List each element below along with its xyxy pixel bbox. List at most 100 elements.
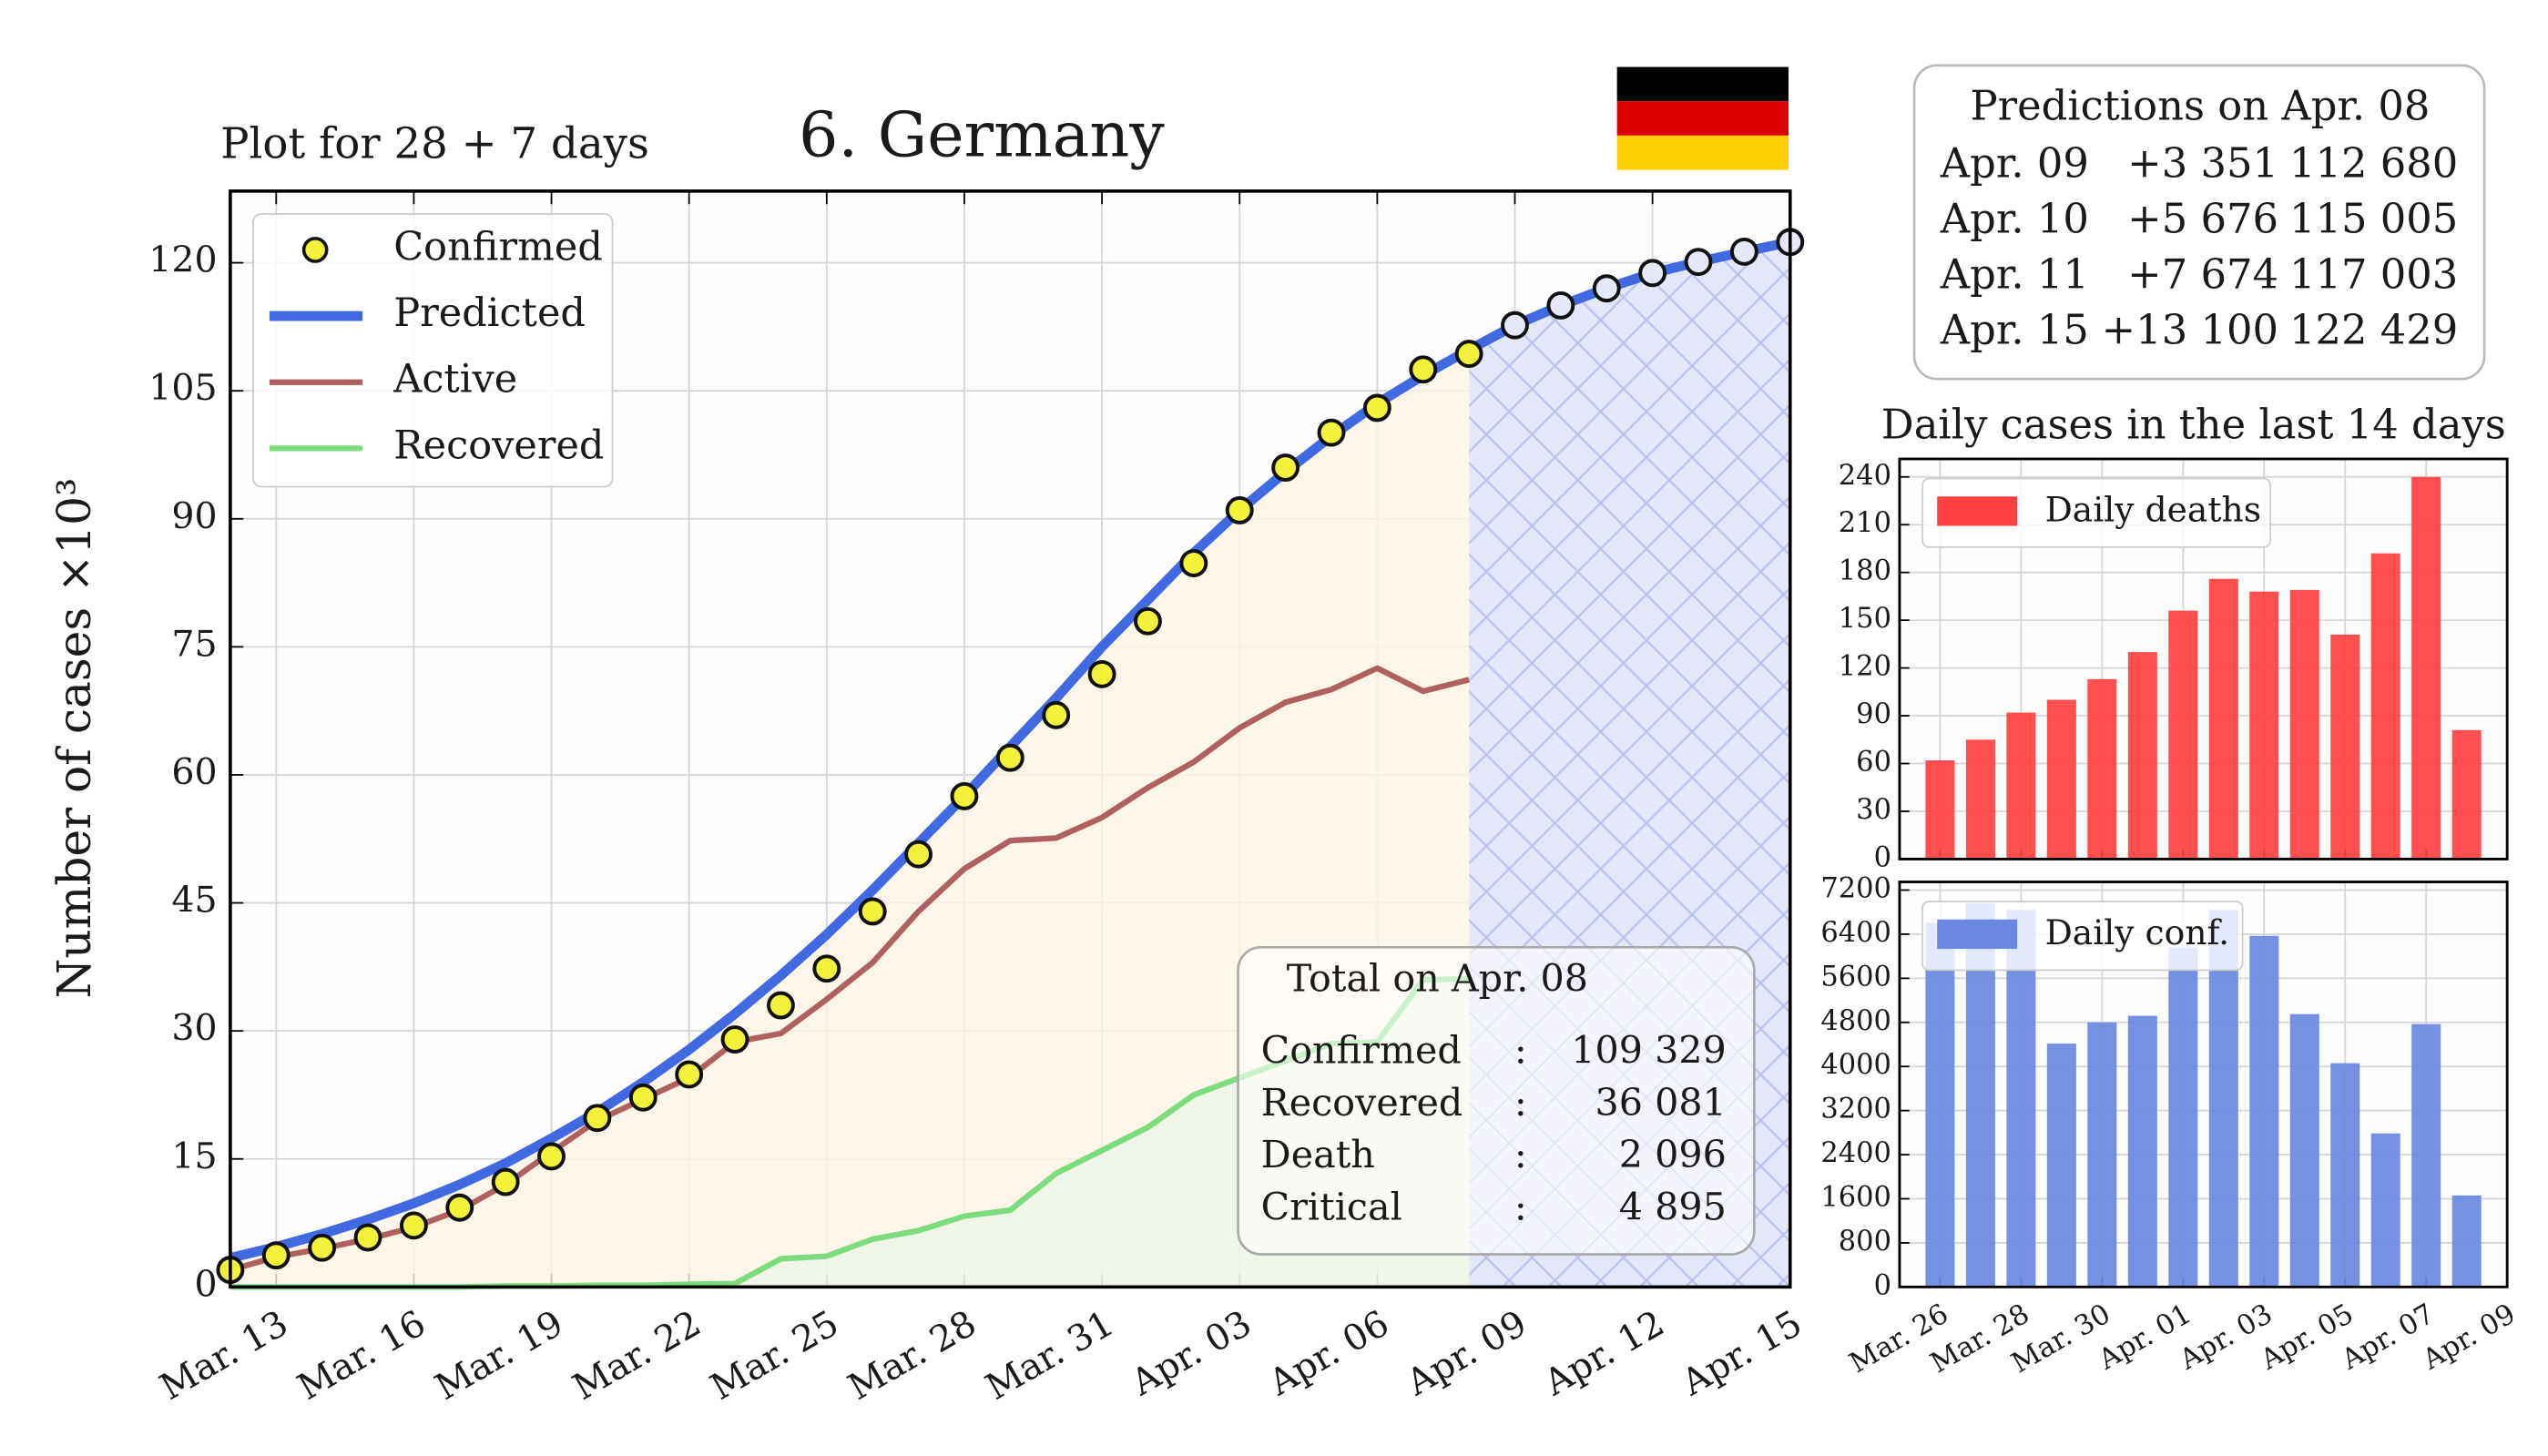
confirmed-marker (1134, 606, 1162, 636)
forecast-marker (1501, 311, 1529, 340)
confirmed-marker (904, 840, 933, 869)
confirmed-marker (1271, 453, 1300, 482)
confirmed-marker (353, 1223, 382, 1252)
y-tick-label: 30 (1856, 794, 1891, 826)
y-tick-label: 90 (1856, 698, 1891, 730)
prediction-date: Apr. 11 (1940, 249, 2089, 298)
confirmed-marker (628, 1083, 657, 1112)
bar (2087, 678, 2117, 860)
bar (2127, 1015, 2157, 1288)
total-separator: : (1514, 1081, 1527, 1125)
y-tick-label: 5600 (1820, 961, 1891, 993)
total-label: Confirmed (1261, 1028, 1462, 1072)
prediction-total: 117 003 (2289, 249, 2458, 298)
legend-label: Active (392, 357, 517, 402)
legend-label: Confirmed (393, 224, 603, 270)
confirmed-marker (767, 991, 795, 1020)
y-tick-label: 105 (148, 367, 217, 409)
plot-frame (1898, 881, 2509, 1288)
y-tick-label: 210 (1839, 507, 1891, 539)
bar (1965, 739, 1995, 860)
prediction-change: +13 100 (2102, 305, 2278, 353)
legend-box (252, 213, 614, 488)
y-tick-label: 6400 (1820, 917, 1891, 949)
confirmed-marker (720, 1025, 749, 1054)
bar (2330, 1063, 2360, 1288)
y-tick-label: 150 (1839, 603, 1891, 635)
y-tick-label: 4000 (1820, 1049, 1891, 1081)
forecast-marker (1684, 248, 1713, 277)
prediction-date: Apr. 10 (1940, 194, 2089, 242)
legend-label: Predicted (393, 290, 586, 336)
total-label: Recovered (1261, 1081, 1463, 1125)
legend-box (1921, 901, 2244, 972)
bar (2370, 553, 2400, 860)
confirmed-marker (1225, 495, 1254, 524)
y-tick-label: 7200 (1820, 873, 1891, 905)
y-tick-label: 2400 (1820, 1137, 1891, 1169)
bar (2249, 591, 2279, 860)
bar (2370, 1133, 2400, 1288)
confirmed-marker (1179, 549, 1208, 577)
legend-swatch (1937, 496, 2018, 526)
forecast-marker (1638, 259, 1667, 288)
bar (2006, 712, 2036, 860)
bar (1925, 922, 1955, 1288)
y-tick-label: 180 (1839, 555, 1891, 587)
y-tick-label: 0 (1874, 1269, 1891, 1301)
y-tick-label: 75 (171, 623, 217, 665)
total-value: 2 096 (1619, 1133, 1727, 1176)
plot-frame (1898, 457, 2509, 860)
confirmed-marker (812, 954, 841, 983)
prediction-date: Apr. 15 (1940, 305, 2089, 353)
confirmed-marker (537, 1142, 566, 1171)
y-tick-label: 800 (1839, 1226, 1891, 1257)
chart-title: 6. Germany (799, 100, 1165, 172)
y-tick-label: 0 (1874, 841, 1891, 873)
legend-marker (301, 237, 329, 263)
bar (2451, 729, 2482, 860)
bar (2087, 1022, 2117, 1288)
confirmed-marker (1087, 659, 1116, 688)
total-value: 109 329 (1571, 1028, 1727, 1072)
legend-box (1921, 477, 2271, 548)
bar (2127, 652, 2157, 860)
y-tick-label: 90 (171, 495, 217, 537)
predictions-box (1912, 64, 2486, 381)
confirmed-marker (1042, 700, 1071, 729)
y-tick-label: 4800 (1820, 1005, 1891, 1037)
confirmed-marker (858, 897, 887, 926)
total-label: Critical (1261, 1186, 1402, 1229)
predictions-title: Predictions on Apr. 08 (1970, 82, 2430, 130)
confirmed-marker (308, 1233, 337, 1262)
y-tick-label: 60 (1856, 747, 1891, 779)
bar (1925, 760, 1955, 860)
prediction-change: +3 351 (2127, 138, 2278, 187)
confirmed-marker (445, 1193, 474, 1222)
y-tick-label: 1600 (1820, 1182, 1891, 1214)
bar (2330, 634, 2360, 860)
y-tick-label: 0 (194, 1263, 217, 1305)
y-tick-label: 3200 (1820, 1094, 1891, 1125)
prediction-date: Apr. 09 (1940, 138, 2089, 187)
confirmed-marker (995, 743, 1024, 772)
bar (2249, 935, 2279, 1288)
bar (2006, 910, 2036, 1288)
confirmed-marker (1317, 418, 1346, 447)
totals-box (1237, 945, 1756, 1256)
legend-label: Daily conf. (2045, 912, 2230, 952)
bar (2168, 947, 2198, 1288)
bar (2046, 699, 2076, 860)
confirmed-marker (1362, 393, 1391, 423)
confirmed-marker (491, 1167, 520, 1196)
flag (1616, 66, 1789, 170)
bar (2289, 589, 2319, 860)
confirmed-marker (1409, 355, 1438, 384)
y-tick-label: 45 (171, 880, 217, 921)
total-separator: : (1514, 1028, 1527, 1072)
confirmed-marker (399, 1211, 428, 1240)
y-tick-label: 240 (1839, 460, 1891, 492)
y-tick-label: 120 (148, 239, 217, 281)
